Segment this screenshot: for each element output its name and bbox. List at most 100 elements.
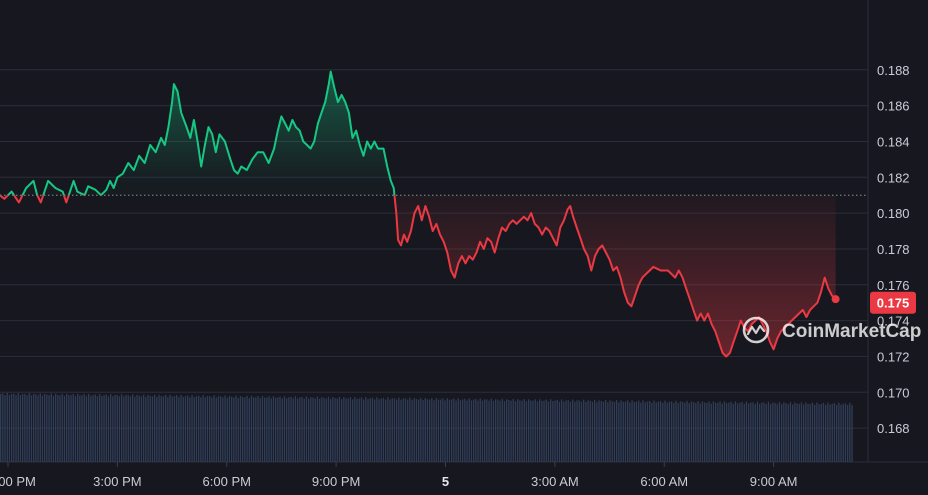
volume-bar — [114, 394, 116, 462]
volume-bar — [805, 402, 807, 462]
volume-bar — [484, 399, 486, 462]
volume-bar — [565, 400, 567, 462]
volume-bar — [477, 400, 479, 462]
volume-bar — [539, 399, 541, 462]
area-below-baseline — [0, 195, 836, 357]
volume-bar — [178, 397, 180, 462]
volume-bar — [721, 403, 723, 462]
volume-bar — [547, 401, 550, 462]
volume-bar — [187, 395, 189, 462]
volume-bar — [699, 403, 701, 462]
volume-bar — [61, 393, 63, 462]
volume-bar — [356, 398, 358, 462]
volume-bar — [266, 397, 268, 462]
last-price-dot — [831, 295, 840, 304]
volume-bar — [466, 400, 468, 462]
volume-bar — [715, 402, 717, 462]
volume-bar — [28, 393, 30, 462]
volume-bar — [19, 395, 22, 462]
volume-bar — [671, 401, 673, 462]
volume-bar — [70, 395, 72, 462]
volume-bar — [503, 401, 506, 462]
y-tick-label: 0.170 — [877, 385, 910, 400]
volume-bar — [167, 397, 169, 462]
volume-bar — [173, 396, 176, 462]
volume-bar — [140, 396, 143, 462]
volume-bar — [407, 399, 409, 462]
volume-bar — [642, 400, 644, 462]
y-tick-label: 0.184 — [877, 134, 910, 149]
volume-bar — [11, 393, 13, 462]
volume-bar — [543, 400, 545, 462]
volume-bar — [41, 395, 44, 462]
volume-bar — [33, 393, 35, 462]
volume-bar — [620, 400, 622, 462]
volume-bar — [292, 398, 294, 462]
volume-bar — [849, 402, 851, 462]
volume-bar — [209, 396, 211, 462]
volume-bar — [693, 402, 695, 462]
volume-bar — [121, 394, 123, 462]
volume-bar — [455, 400, 457, 462]
volume-bar — [514, 401, 517, 462]
volume-bar — [446, 398, 448, 462]
volume-bar — [448, 399, 451, 462]
volume-bar — [851, 404, 853, 462]
volume-bar — [301, 397, 303, 462]
volume-bar — [336, 398, 338, 462]
volume-bar — [268, 396, 270, 462]
x-tick-label: 9:00 PM — [312, 474, 360, 489]
volume-bar — [585, 401, 587, 462]
volume-bar — [611, 401, 613, 462]
volume-bar — [646, 401, 649, 462]
volume-bar — [255, 397, 257, 462]
volume-bar — [6, 392, 8, 462]
volume-bar — [52, 395, 55, 462]
volume-bar — [149, 395, 151, 462]
volume-bar — [217, 396, 220, 462]
volume-bar — [499, 400, 501, 462]
volume-bar — [198, 395, 200, 462]
volume-bar — [442, 398, 444, 462]
volume-bar — [13, 393, 15, 462]
volume-bar — [756, 401, 759, 462]
volume-bar — [15, 395, 17, 462]
volume-bar — [796, 403, 798, 462]
volume-bar — [290, 396, 292, 462]
volume-bar — [609, 400, 611, 462]
volume-bar — [63, 395, 66, 462]
y-tick-label: 0.174 — [877, 314, 910, 329]
volume-bar — [81, 395, 83, 462]
volume-bar — [389, 399, 391, 462]
volume-bar — [30, 395, 33, 462]
volume-bar — [508, 399, 510, 462]
volume-bar — [785, 403, 787, 462]
volume-bar — [495, 399, 497, 462]
coinmarketcap-logo-icon — [742, 316, 770, 344]
volume-bar — [424, 398, 426, 462]
volume-bar — [651, 402, 653, 462]
volume-bar — [675, 400, 677, 462]
volume-bar — [464, 398, 466, 462]
volume-bar — [160, 396, 162, 462]
x-tick-label: 6:00 PM — [203, 474, 251, 489]
volume-bar — [272, 396, 275, 462]
volume-bar — [103, 395, 105, 462]
volume-bar — [631, 400, 633, 462]
volume-bar — [644, 402, 646, 462]
volume-bar — [627, 400, 629, 462]
volume-bar — [512, 398, 514, 462]
last-price-badge — [870, 291, 916, 314]
volume-bar — [393, 398, 396, 462]
volume-bar — [270, 398, 272, 462]
volume-bar — [732, 403, 734, 462]
volume-bar — [68, 395, 70, 462]
volume-bar — [719, 401, 721, 462]
volume-bar — [475, 399, 477, 462]
volume-bar — [204, 397, 206, 462]
volume-bar — [556, 399, 558, 462]
volume-bar — [587, 400, 589, 462]
volume-bar — [653, 400, 655, 462]
volume-bar — [365, 397, 367, 462]
volume-bar — [772, 402, 774, 462]
